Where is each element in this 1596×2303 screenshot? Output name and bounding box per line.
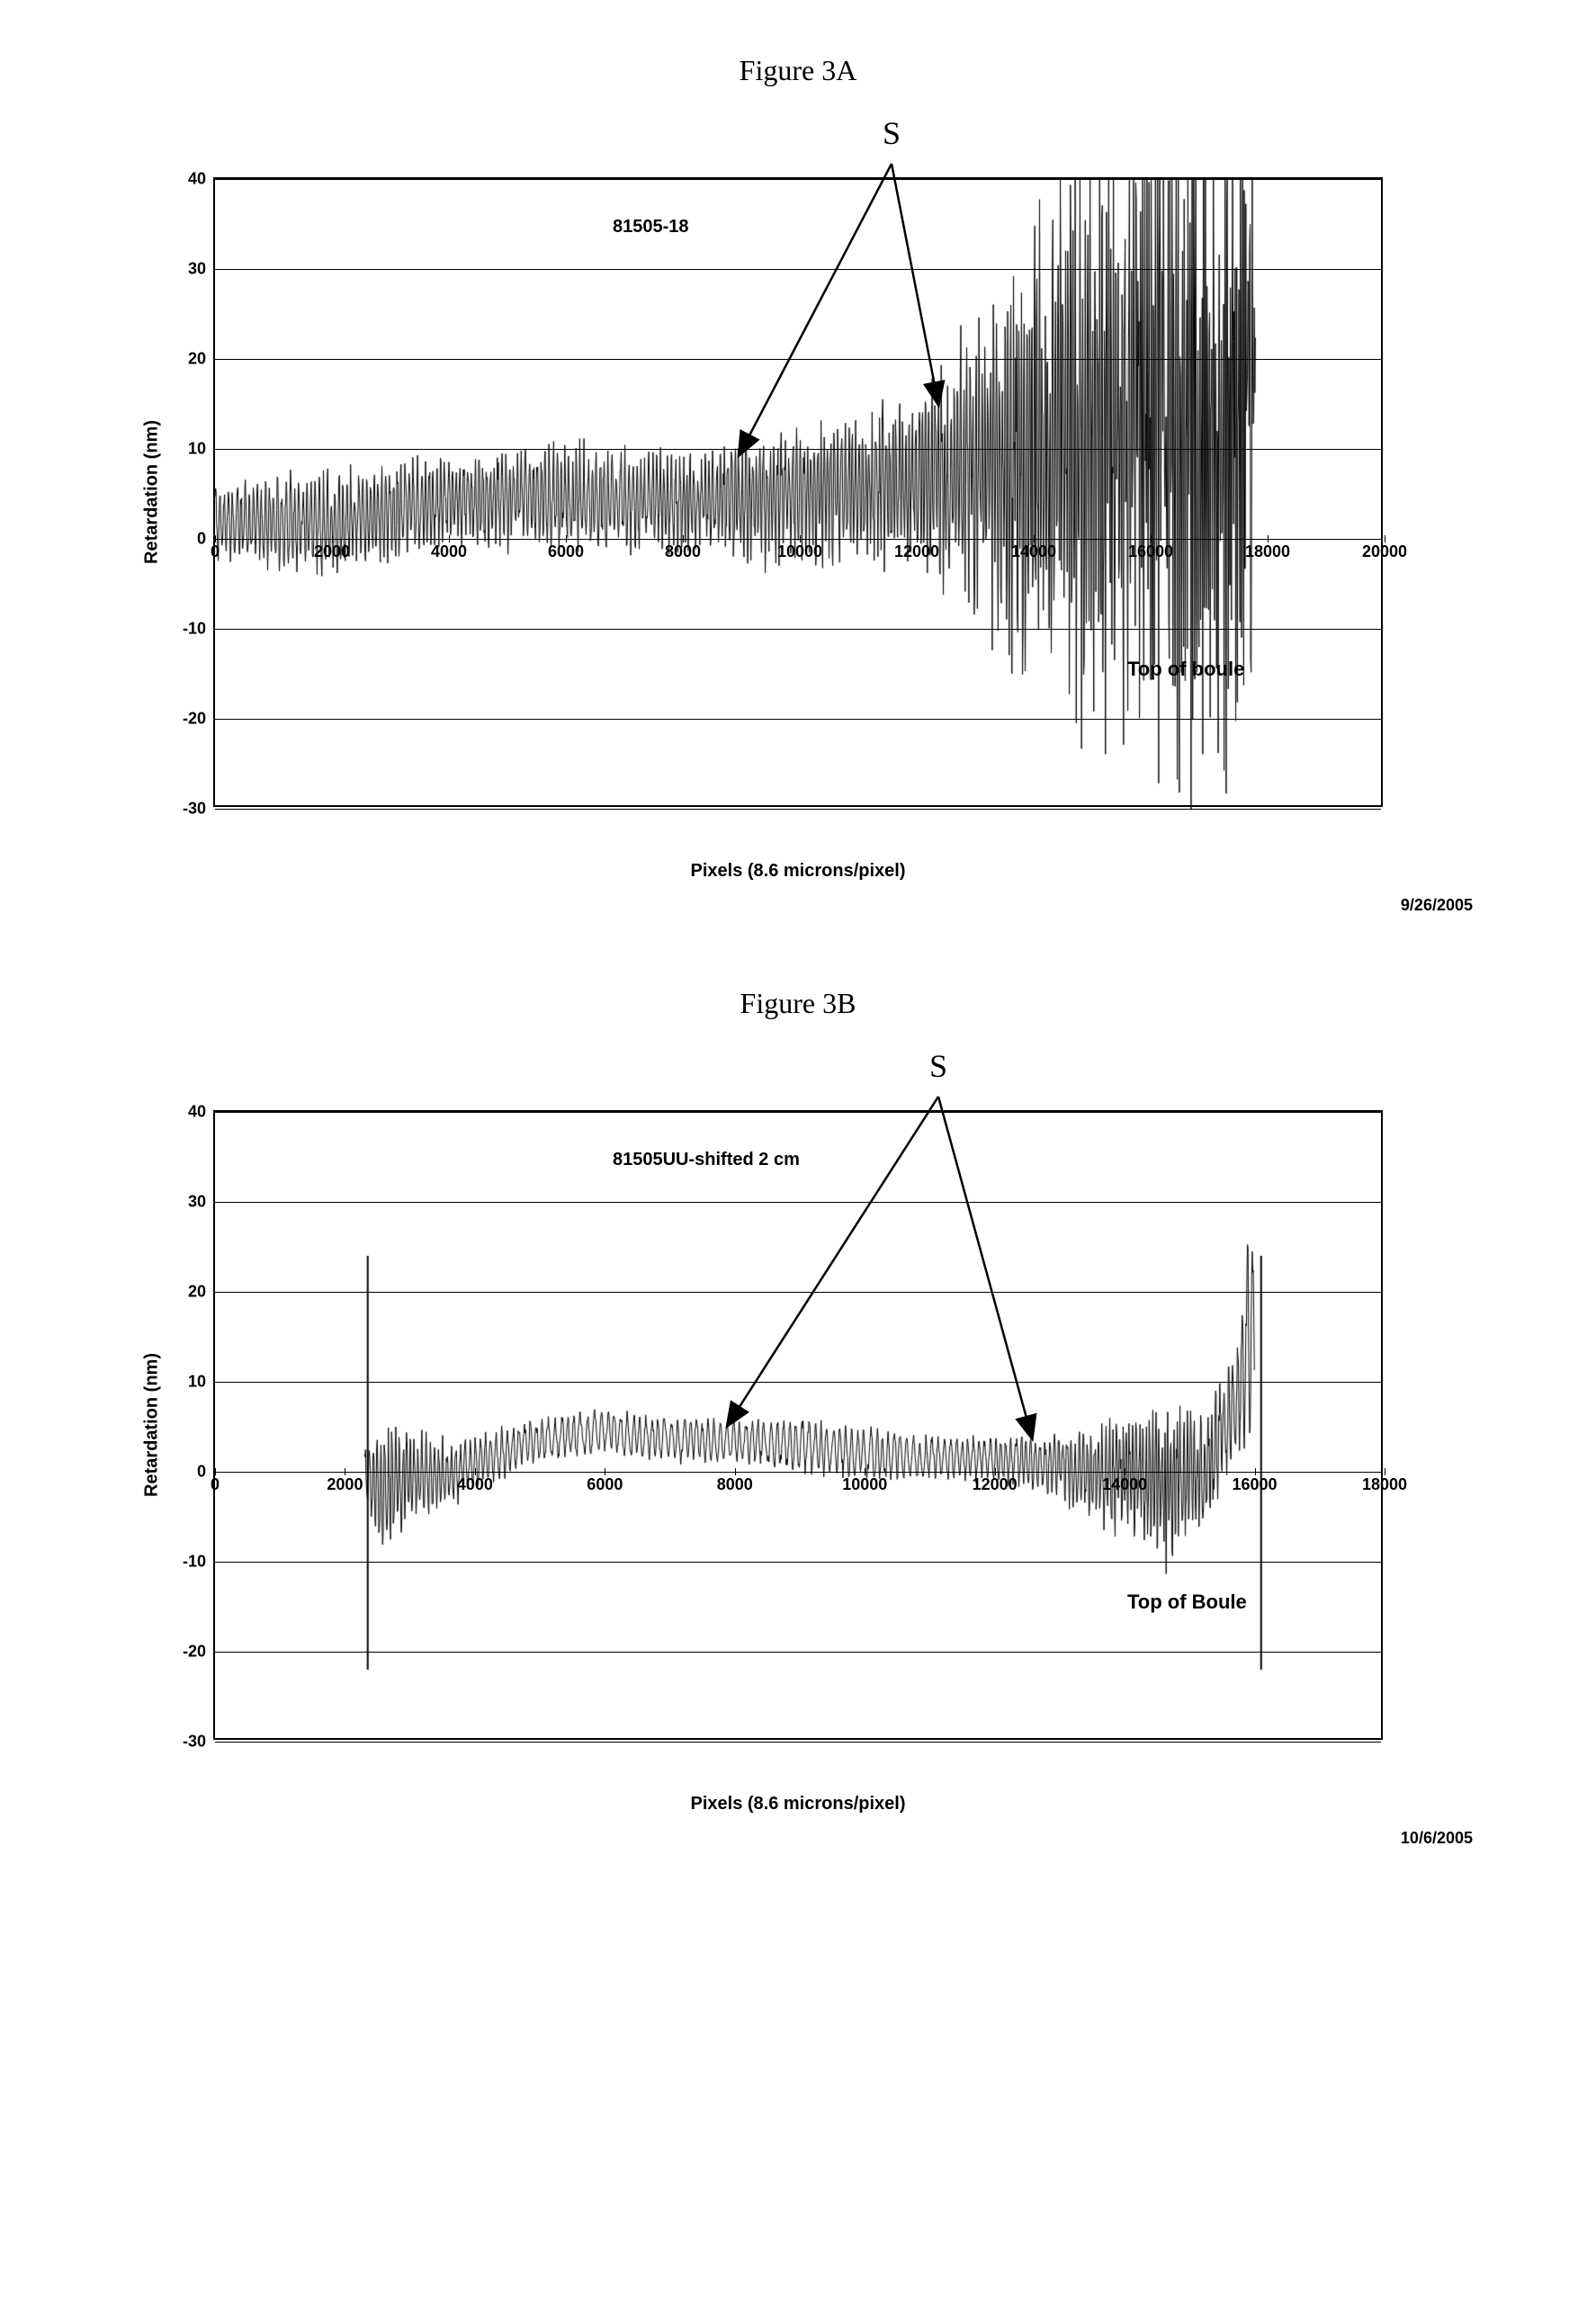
y-tick-label: -30	[183, 800, 206, 819]
y-tick-label: 30	[188, 1193, 206, 1212]
y-axis-title: Retardation (nm)	[142, 1353, 163, 1497]
y-tick-label: -30	[183, 1733, 206, 1752]
chart-wrap: S -30-20-10010203040020004000600080001000…	[123, 1047, 1473, 1848]
y-tick-label: -20	[183, 710, 206, 729]
y-tick-label: 40	[188, 170, 206, 189]
y-axis-title: Retardation (nm)	[142, 420, 163, 564]
chart-plot-area: -30-20-100102030400200040006000800010000…	[213, 1110, 1383, 1740]
gridline	[215, 1742, 1381, 1743]
gridline	[215, 809, 1381, 810]
y-tick-label: 10	[188, 440, 206, 459]
chart-canvas	[215, 179, 1385, 809]
y-tick-label: -10	[183, 1553, 206, 1572]
figure-title: Figure 3B	[108, 987, 1488, 1020]
y-tick-label: 0	[197, 1463, 206, 1482]
x-axis-title: Pixels (8.6 microns/pixel)	[213, 1794, 1383, 1815]
y-tick-label: 30	[188, 260, 206, 279]
chart-canvas	[215, 1112, 1385, 1742]
y-tick-label: 10	[188, 1373, 206, 1392]
figure-block: Figure 3B S -30-20-10010203040020004000600…	[108, 987, 1488, 1848]
chart-date: 10/6/2005	[1401, 1829, 1473, 1848]
figure-title: Figure 3A	[108, 54, 1488, 87]
y-tick-label: 0	[197, 530, 206, 549]
y-tick-label: 20	[188, 1283, 206, 1302]
x-axis-title: Pixels (8.6 microns/pixel)	[213, 861, 1383, 882]
y-tick-label: -20	[183, 1643, 206, 1662]
y-tick-label: 20	[188, 350, 206, 369]
annotation-letter: S	[929, 1047, 947, 1085]
annotation-letter: S	[883, 114, 901, 152]
chart-date: 9/26/2005	[1401, 896, 1473, 915]
figure-block: Figure 3A S -30-20-10010203040020004000600…	[108, 54, 1488, 915]
chart-plot-area: -30-20-100102030400200040006000800010000…	[213, 177, 1383, 807]
y-tick-label: -10	[183, 620, 206, 639]
y-tick-label: 40	[188, 1103, 206, 1122]
chart-wrap: S -30-20-10010203040020004000600080001000…	[123, 114, 1473, 915]
